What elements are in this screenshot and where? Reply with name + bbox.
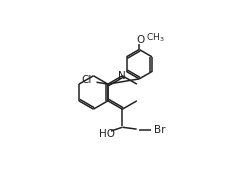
Text: Br: Br: [154, 125, 165, 135]
Text: Cl: Cl: [81, 75, 92, 85]
Text: CH$_3$: CH$_3$: [146, 32, 165, 44]
Text: N: N: [118, 71, 125, 81]
Text: HO: HO: [99, 129, 115, 139]
Text: O: O: [137, 35, 145, 45]
